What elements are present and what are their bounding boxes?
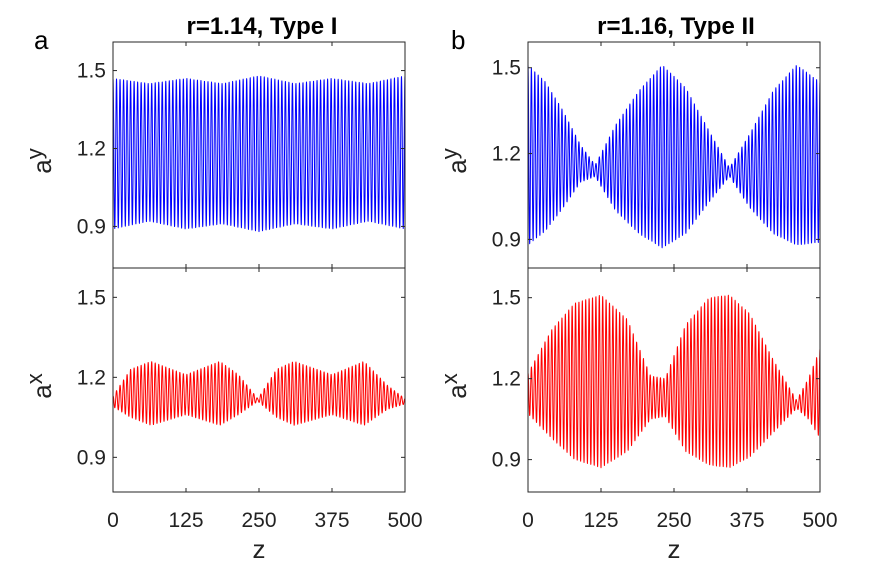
left-ax-ytick-label: 0.9 — [77, 446, 106, 469]
left-ax-ylabel: ax — [22, 373, 57, 398]
chart-title-right: r=1.16, Type II — [597, 13, 755, 40]
left-ax-ylabel-main: a — [27, 384, 57, 399]
left-ay-ytick-label: 0.9 — [77, 215, 106, 238]
panel-letter-b: b — [451, 25, 465, 55]
left-ax-series-line — [112, 361, 406, 426]
right-ax-ytick-label: 0.9 — [492, 449, 521, 472]
right-xtick-label: 125 — [583, 509, 618, 532]
left-xtick-label: 375 — [314, 509, 349, 532]
left-ax-ytick-label: 1.5 — [77, 286, 106, 309]
right-ax-ylabel: ax — [437, 373, 472, 398]
left-ay-ylabel-main: a — [27, 159, 57, 174]
right-ay-ylabel: ay — [437, 148, 472, 173]
right-ay-series-line — [527, 64, 821, 249]
right-xtick-label: 500 — [802, 509, 837, 532]
right-xlabel: z — [668, 534, 681, 564]
left-ay-series-line — [112, 75, 406, 233]
left-xtick-label: 125 — [168, 509, 203, 532]
right-ax-series-line — [527, 294, 821, 469]
left-ax-ylabel-sub: x — [22, 373, 47, 384]
right-ay-ytick-label: 0.9 — [492, 228, 521, 251]
left-ax-ytick-label: 1.2 — [77, 366, 106, 389]
panel-letter-a: a — [34, 25, 49, 55]
chart-title-left: r=1.14, Type I — [187, 13, 338, 40]
left-ay-ytick-label: 1.2 — [77, 138, 106, 161]
right-ax-ylabel-sub: x — [437, 373, 462, 384]
left-ay-ytick-label: 1.5 — [77, 60, 106, 83]
right-ax-ytick-label: 1.2 — [492, 368, 521, 391]
right-ay-ytick-label: 1.2 — [492, 143, 521, 166]
right-ay-ytick-label: 1.5 — [492, 57, 521, 80]
right-ay-ylabel-sub: y — [437, 148, 462, 159]
right-xtick-label: 250 — [656, 509, 691, 532]
right-ay-ylabel-main: a — [442, 159, 472, 174]
left-xtick-label: 500 — [387, 509, 422, 532]
right-ax-ytick-label: 1.5 — [492, 287, 521, 310]
left-xtick-label: 250 — [241, 509, 276, 532]
right-xtick-label: 0 — [522, 509, 534, 532]
left-ay-ylabel-sub: y — [22, 148, 47, 159]
right-ax-ylabel-main: a — [442, 384, 472, 399]
right-xtick-label: 375 — [729, 509, 764, 532]
left-ay-ylabel: ay — [22, 148, 57, 173]
left-xtick-label: 0 — [107, 509, 119, 532]
left-xlabel: z — [253, 534, 266, 564]
